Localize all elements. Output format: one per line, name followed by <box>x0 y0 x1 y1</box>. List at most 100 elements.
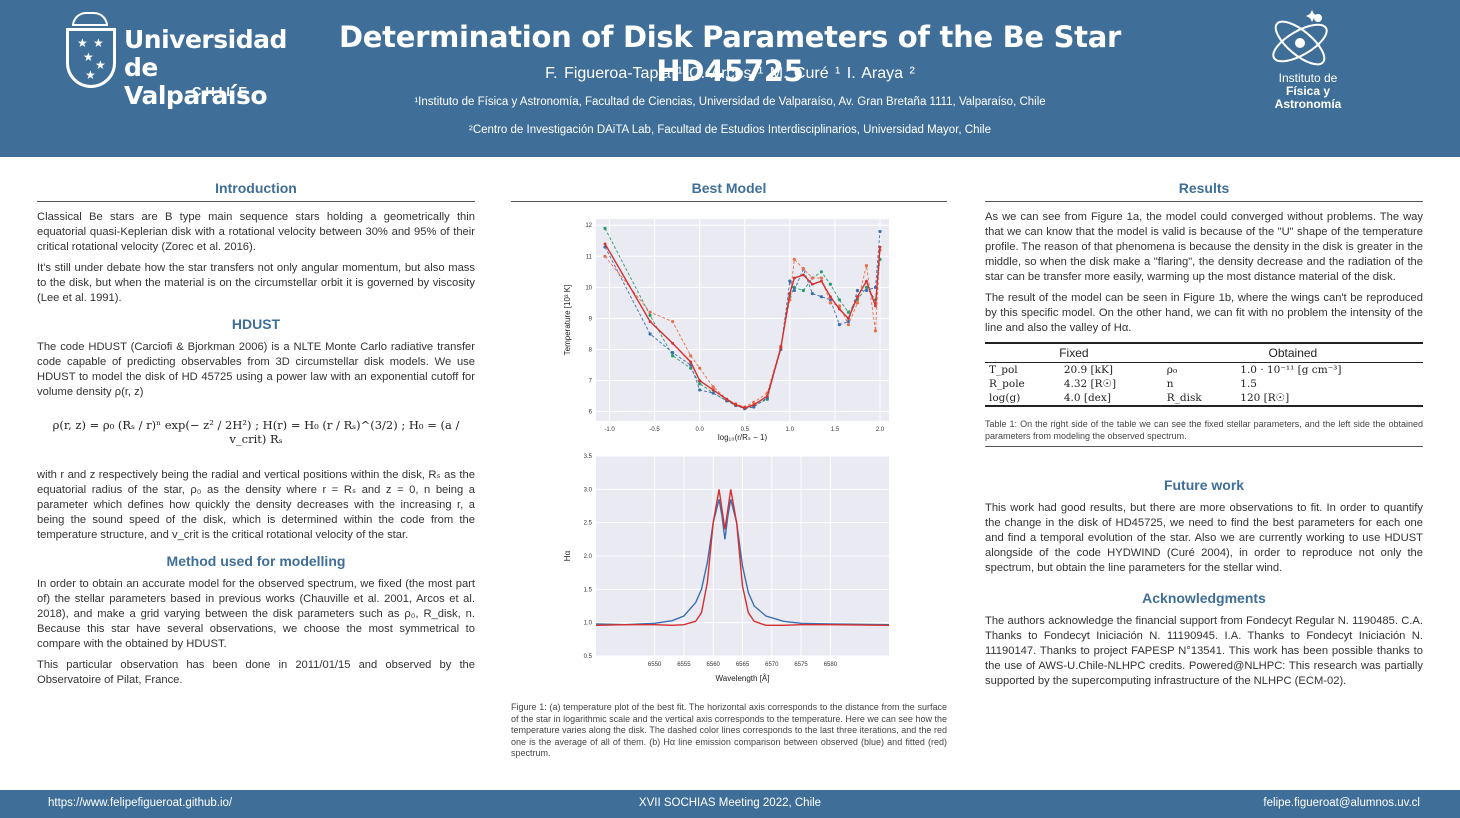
x-tick-label: 6580 <box>824 662 838 668</box>
future-work-title: Future work <box>1163 477 1245 493</box>
density-equation: ρ(r, z) = ρ₀ (Rₛ / r)ⁿ exp(− z² / 2H²) ;… <box>52 418 460 446</box>
method-title: Method used for modelling <box>166 553 346 569</box>
shield-icon: ★ ★ ★ ★ ★ <box>66 28 116 88</box>
data-point <box>603 226 607 230</box>
data-point <box>865 279 868 283</box>
x-tick-label: 6575 <box>794 662 808 668</box>
author-list: F. Figueroa-Tapia ¹ C. Arcos ¹ M. Curé ¹… <box>545 65 915 82</box>
y-tick-label: 0.5 <box>584 654 593 660</box>
data-point <box>819 279 823 283</box>
y-tick-label: 3.0 <box>584 487 593 493</box>
results-paragraph-1: As we can see from Figure 1a, the model … <box>985 211 1423 283</box>
poster-header: ★ ★ ★ ★ ★ Universidad de Valparaíso CHIL… <box>0 0 1460 157</box>
data-point <box>689 360 693 364</box>
middle-column: Best Model <box>511 180 947 210</box>
institute-line-3: Astronomía <box>1274 97 1342 111</box>
data-point <box>671 341 675 345</box>
y-tick-label: 1.5 <box>584 587 593 593</box>
data-point <box>698 382 702 386</box>
affiliation-2: ²Centro de Investigación DAiTA Lab, Facu… <box>468 124 991 136</box>
data-point <box>698 366 702 370</box>
data-point <box>864 285 869 289</box>
y-tick-label: 1.0 <box>584 621 593 627</box>
website-link[interactable]: https://www.felipefigueroat.github.io/ <box>48 797 233 809</box>
y-tick-label: 2.5 <box>584 521 593 527</box>
data-point <box>752 405 756 409</box>
data-point <box>711 385 715 389</box>
data-point <box>810 282 814 286</box>
figure-caption: Figure 1: (a) temperature plot of the be… <box>511 702 947 758</box>
x-axis-label: log₁₀(r/Rₛ − 1) <box>718 433 768 442</box>
data-point <box>671 319 675 324</box>
data-point <box>801 267 805 271</box>
data-point <box>603 242 607 246</box>
introduction-title: Introduction <box>37 180 475 202</box>
data-point <box>603 254 607 258</box>
plot-area <box>596 219 889 421</box>
y-tick-label: 7 <box>589 379 593 385</box>
data-point <box>752 400 756 404</box>
table-row: T_pol 20.9 [kK] ρ₀ 1.0 · 10⁻¹¹ [g cm⁻³] <box>989 364 1342 376</box>
hdust-paragraph-2: with r and z respectively being the radi… <box>37 469 475 541</box>
data-point <box>698 388 702 392</box>
hdust-title: HDUST <box>231 316 281 332</box>
data-point <box>828 298 832 302</box>
data-point <box>792 257 796 261</box>
table-caption: Table 1: On the right side of the table … <box>985 419 1423 447</box>
email-link[interactable]: felipe.figueroat@alumnos.uv.cl <box>1263 797 1420 809</box>
table-row: log(g) 4.0 [dex] R_disk 120 [R☉] <box>989 392 1290 404</box>
data-point <box>837 304 842 308</box>
data-point <box>711 388 715 392</box>
affiliation-1: ¹Instituto de Física y Astronomía, Facul… <box>414 96 1046 108</box>
data-point <box>847 317 850 320</box>
future-work-paragraph: This work had good results, but there ar… <box>985 502 1423 574</box>
data-point <box>648 320 652 323</box>
data-point <box>838 307 841 311</box>
data-point <box>711 391 715 395</box>
parameters-table: Fixed Obtained T_pol 20.9 [kK] ρ₀ 1.0 · … <box>985 342 1423 407</box>
data-point <box>671 354 675 358</box>
shield-crown-icon <box>72 12 108 26</box>
x-tick-label: -0.5 <box>649 427 660 433</box>
acknowledgments-paragraph: The authors acknowledge the financial su… <box>985 615 1423 687</box>
x-tick-label: 0.5 <box>741 427 750 433</box>
x-tick-label: 1.5 <box>831 427 840 433</box>
atom-icon <box>1272 10 1328 66</box>
data-point <box>698 379 702 382</box>
results-paragraph-2: The result of the model can be seen in F… <box>985 292 1423 334</box>
data-point <box>671 351 675 355</box>
x-tick-label: 1.0 <box>786 427 795 433</box>
method-paragraph-2: This particular observation has been don… <box>37 659 475 686</box>
data-point <box>873 329 878 333</box>
data-point <box>788 292 792 295</box>
x-axis-label: Wavelength [Å] <box>716 674 770 683</box>
data-point <box>648 310 652 314</box>
x-tick-label: -1.0 <box>604 427 615 433</box>
y-axis-label: Hα <box>563 550 572 561</box>
y-tick-label: 6 <box>589 410 593 416</box>
halpha-line-chart: 6550 6555 6560 6565 6570 6575 6580 0.5 1.0 1.5 2.0… <box>563 454 890 683</box>
x-tick-label: 6570 <box>765 662 779 668</box>
data-point <box>819 276 823 280</box>
table-header-obtained: Obtained <box>1162 343 1423 363</box>
x-tick-label: 6555 <box>677 662 691 668</box>
data-point <box>828 282 832 286</box>
data-point <box>779 346 783 350</box>
introduction-paragraph-2: It's still under debate how the star tra… <box>37 262 475 304</box>
y-tick-label: 11 <box>586 254 593 260</box>
data-point <box>878 229 882 234</box>
y-tick-label: 2.0 <box>584 554 593 560</box>
poster-footer: https://www.felipefigueroat.github.io/ X… <box>0 790 1460 818</box>
introduction-paragraph-1: Classical Be stars are B type main seque… <box>37 211 475 253</box>
x-tick-label: 6560 <box>707 662 721 668</box>
temperature-profile-chart: -1.0 -0.5 0.0 0.5 1.0 1.5 2.0 6 7 8 9 10 11 12 log₁₀(r… <box>563 219 889 442</box>
data-point <box>864 288 869 293</box>
data-point <box>855 288 860 293</box>
table-header-fixed: Fixed <box>985 343 1163 363</box>
university-country: CHILE <box>192 84 251 99</box>
y-tick-label: 10 <box>585 285 592 291</box>
data-point <box>648 332 652 336</box>
data-point <box>801 273 805 277</box>
method-paragraph-1: In order to obtain an accurate model for… <box>37 578 475 650</box>
x-tick-label: 2.0 <box>876 427 885 433</box>
